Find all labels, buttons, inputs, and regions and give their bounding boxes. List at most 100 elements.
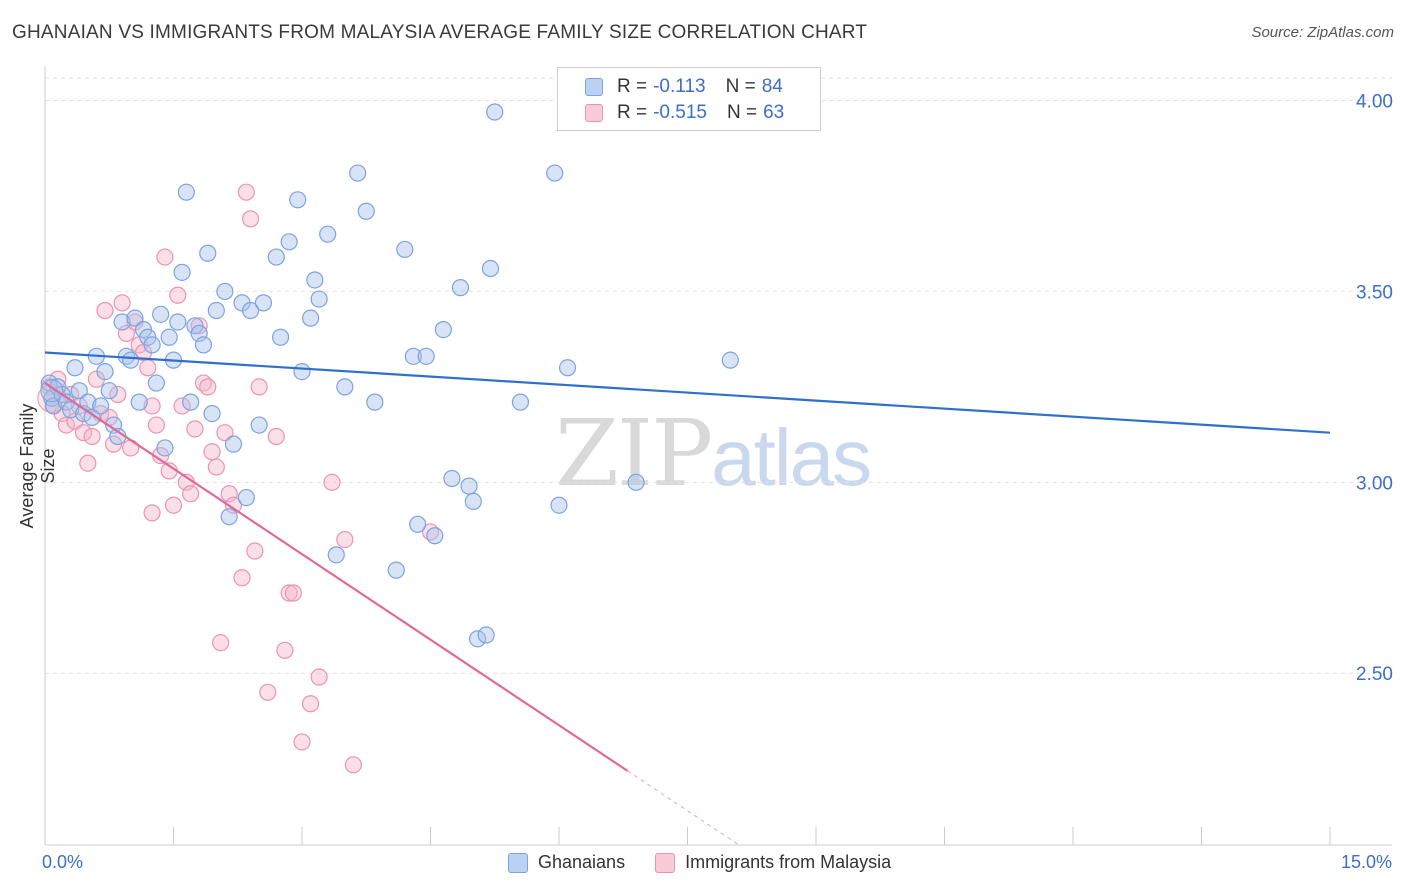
ghanaian-point bbox=[357, 202, 375, 220]
blue-swatch bbox=[508, 852, 528, 873]
ghanaian-point bbox=[254, 294, 273, 312]
malaysia-point bbox=[186, 420, 204, 438]
malaysia-point bbox=[310, 668, 328, 686]
ghanaian-point bbox=[310, 290, 328, 308]
ghanaian-point bbox=[147, 374, 165, 392]
ghanaian-point bbox=[216, 282, 234, 301]
malaysia-point bbox=[336, 530, 354, 549]
malaysia-point bbox=[203, 443, 221, 461]
ghanaian-point bbox=[173, 263, 191, 281]
malaysia-point bbox=[284, 584, 303, 602]
ghanaian-point bbox=[271, 328, 290, 346]
ghanaian-point bbox=[336, 378, 354, 396]
malaysia-trend-extension bbox=[627, 770, 740, 846]
malaysia-point bbox=[250, 378, 268, 396]
ghanaian-point bbox=[169, 313, 187, 331]
malaysia-point bbox=[173, 397, 191, 415]
malaysia-point bbox=[169, 286, 187, 304]
malaysia-point bbox=[79, 454, 97, 472]
ghanaian-point bbox=[627, 473, 645, 491]
ghanaian-point bbox=[96, 363, 114, 381]
ghanaian-points bbox=[40, 103, 739, 648]
ghanaian-point bbox=[177, 183, 195, 201]
malaysia-point bbox=[147, 416, 165, 434]
malaysia-point bbox=[83, 427, 101, 446]
ghanaian-point bbox=[220, 508, 238, 526]
malaysia-point bbox=[182, 485, 200, 503]
legend-item-malaysia[interactable]: Immigrants from Malaysia bbox=[655, 852, 891, 873]
x-tick-label-max: 15.0% bbox=[1340, 852, 1392, 872]
ghanaian-point bbox=[156, 439, 174, 457]
malaysia-point bbox=[280, 584, 298, 602]
malaysia-point bbox=[164, 496, 183, 514]
ghanaian-point bbox=[387, 561, 405, 579]
legend-label: Ghanaians bbox=[538, 852, 626, 872]
correlation-legend: R = -0.113 N = 84 R = -0.515 N = 63 bbox=[557, 67, 821, 131]
ghanaian-point bbox=[426, 527, 444, 545]
ghanaian-point bbox=[327, 546, 345, 564]
ghanaian-point bbox=[130, 393, 148, 411]
malaysia-point bbox=[276, 641, 294, 659]
y-tick-label: 3.00 bbox=[1356, 473, 1393, 494]
ghanaian-point bbox=[464, 492, 482, 511]
r-value: -0.113 bbox=[653, 76, 706, 97]
source-credit: Source: ZipAtlas.com bbox=[1251, 24, 1394, 41]
malaysia-point bbox=[344, 756, 362, 774]
malaysia-point bbox=[143, 504, 161, 522]
malaysia-point bbox=[242, 210, 260, 228]
malaysia-trend-line bbox=[44, 382, 629, 772]
ghanaian-point bbox=[434, 321, 452, 339]
ghanaian-point bbox=[100, 382, 118, 400]
y-tick-label: 4.00 bbox=[1356, 92, 1393, 113]
r-label: R = bbox=[617, 76, 648, 97]
malaysia-point bbox=[122, 439, 140, 457]
ghanaian-point bbox=[143, 336, 161, 354]
ghanaian-point bbox=[280, 233, 298, 251]
legend-label: Immigrants from Malaysia bbox=[685, 852, 892, 872]
ghanaian-point bbox=[306, 271, 324, 289]
ghanaian-point bbox=[126, 309, 144, 327]
ghanaian-point bbox=[293, 363, 311, 381]
ghanaian-point bbox=[404, 347, 422, 365]
ghanaian-point bbox=[481, 259, 500, 278]
ghanaian-point bbox=[203, 404, 221, 423]
legend-item-ghanaians[interactable]: Ghanaians bbox=[508, 852, 625, 873]
r-label: R = bbox=[617, 102, 648, 123]
malaysia-point bbox=[233, 569, 251, 587]
malaysia-point bbox=[113, 294, 131, 312]
x-tick-label-min: 0.0% bbox=[42, 852, 84, 872]
axes bbox=[44, 66, 1392, 846]
watermark-atlas: atlas bbox=[711, 413, 872, 502]
ghanaian-point bbox=[319, 225, 337, 243]
ghanaian-point bbox=[44, 397, 63, 415]
ghanaian-point bbox=[113, 313, 131, 331]
series-legend: Ghanaians Immigrants from Malaysia bbox=[508, 852, 921, 873]
malaysia-point bbox=[156, 248, 174, 266]
malaysia-point bbox=[199, 378, 217, 396]
malaysia-point bbox=[301, 695, 320, 713]
blue-swatch bbox=[585, 78, 603, 96]
malaysia-point bbox=[259, 683, 277, 701]
ghanaian-point bbox=[550, 496, 568, 514]
y-tick-label: 2.50 bbox=[1356, 664, 1393, 685]
ghanaian-point bbox=[250, 416, 268, 434]
ghanaian-point bbox=[66, 359, 84, 377]
y-axis-label: Average Family Size bbox=[17, 403, 58, 529]
ghanaian-point bbox=[443, 469, 461, 488]
ghanaian-point bbox=[558, 359, 577, 377]
ghanaian-point bbox=[199, 244, 217, 262]
y-tick-labels: 2.50 3.00 3.50 4.00 bbox=[1356, 92, 1393, 686]
ghanaian-point bbox=[721, 351, 739, 369]
malaysia-point bbox=[246, 542, 264, 560]
ghanaian-point bbox=[194, 336, 213, 354]
ghanaian-point bbox=[417, 347, 435, 365]
malaysia-point bbox=[212, 634, 230, 652]
ghanaian-point bbox=[182, 393, 200, 411]
malaysia-point bbox=[139, 359, 157, 377]
ghanaian-point bbox=[289, 191, 307, 209]
ghanaian-point bbox=[152, 305, 170, 323]
ghanaian-point bbox=[267, 248, 285, 266]
legend-row-malaysia: R = -0.515 N = 63 bbox=[585, 101, 784, 125]
malaysia-point bbox=[216, 424, 234, 442]
ghanaian-point bbox=[83, 408, 101, 427]
